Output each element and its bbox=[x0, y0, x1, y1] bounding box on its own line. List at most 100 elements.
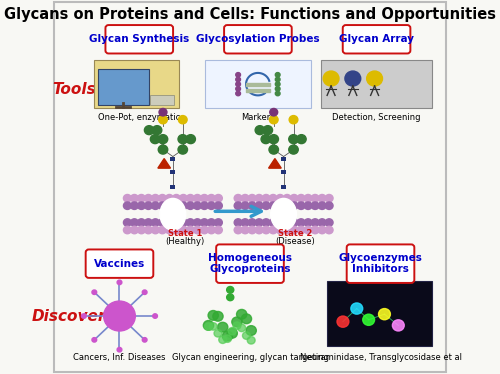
Polygon shape bbox=[268, 159, 281, 168]
Circle shape bbox=[180, 226, 188, 234]
Text: One-Pot, enzymatic: One-Pot, enzymatic bbox=[98, 113, 180, 122]
Circle shape bbox=[158, 145, 168, 154]
Circle shape bbox=[130, 194, 138, 202]
Circle shape bbox=[276, 82, 280, 86]
Circle shape bbox=[226, 294, 234, 301]
Circle shape bbox=[233, 322, 241, 329]
Circle shape bbox=[236, 82, 240, 86]
Circle shape bbox=[234, 194, 242, 202]
Circle shape bbox=[392, 320, 404, 331]
Circle shape bbox=[204, 323, 212, 330]
FancyBboxPatch shape bbox=[216, 245, 284, 283]
Circle shape bbox=[238, 324, 246, 332]
Circle shape bbox=[261, 135, 270, 144]
Circle shape bbox=[186, 135, 196, 144]
Circle shape bbox=[227, 328, 237, 338]
Circle shape bbox=[218, 322, 228, 332]
Circle shape bbox=[247, 337, 255, 344]
Circle shape bbox=[117, 280, 122, 285]
Circle shape bbox=[325, 226, 333, 234]
Circle shape bbox=[226, 286, 234, 293]
Polygon shape bbox=[158, 159, 170, 168]
Circle shape bbox=[255, 194, 263, 202]
Circle shape bbox=[318, 226, 326, 234]
Circle shape bbox=[152, 202, 160, 209]
Circle shape bbox=[304, 226, 312, 234]
Circle shape bbox=[290, 226, 298, 234]
Text: Tools: Tools bbox=[52, 82, 96, 97]
Circle shape bbox=[311, 226, 319, 234]
Circle shape bbox=[144, 126, 154, 135]
Circle shape bbox=[248, 202, 256, 209]
Circle shape bbox=[248, 226, 256, 234]
Circle shape bbox=[262, 202, 270, 209]
Circle shape bbox=[224, 335, 232, 342]
FancyBboxPatch shape bbox=[281, 157, 286, 162]
Circle shape bbox=[219, 336, 226, 343]
Circle shape bbox=[297, 219, 305, 226]
Circle shape bbox=[255, 202, 263, 209]
Circle shape bbox=[325, 194, 333, 202]
Circle shape bbox=[142, 338, 147, 342]
Circle shape bbox=[208, 202, 216, 209]
Circle shape bbox=[92, 338, 96, 342]
Circle shape bbox=[236, 73, 240, 77]
Circle shape bbox=[214, 194, 222, 202]
Text: State 1: State 1 bbox=[168, 229, 202, 237]
Circle shape bbox=[186, 194, 194, 202]
Circle shape bbox=[362, 314, 374, 325]
Circle shape bbox=[82, 314, 86, 318]
Text: Vaccines: Vaccines bbox=[94, 259, 145, 269]
Circle shape bbox=[158, 135, 168, 144]
Circle shape bbox=[269, 226, 277, 234]
FancyBboxPatch shape bbox=[342, 25, 410, 53]
Circle shape bbox=[270, 116, 278, 124]
Circle shape bbox=[236, 309, 247, 319]
Circle shape bbox=[241, 202, 249, 209]
Circle shape bbox=[208, 219, 216, 226]
Circle shape bbox=[241, 194, 249, 202]
Circle shape bbox=[366, 71, 382, 86]
Circle shape bbox=[276, 202, 284, 209]
Text: Markers: Markers bbox=[241, 113, 274, 122]
Circle shape bbox=[276, 91, 280, 96]
Circle shape bbox=[172, 202, 180, 209]
Circle shape bbox=[276, 219, 284, 226]
Circle shape bbox=[297, 202, 305, 209]
Circle shape bbox=[158, 202, 166, 209]
Circle shape bbox=[241, 226, 249, 234]
Circle shape bbox=[289, 135, 298, 144]
Circle shape bbox=[194, 194, 202, 202]
Circle shape bbox=[144, 219, 152, 226]
FancyBboxPatch shape bbox=[98, 69, 149, 105]
Circle shape bbox=[200, 202, 208, 209]
Circle shape bbox=[304, 219, 312, 226]
Circle shape bbox=[323, 71, 339, 86]
Circle shape bbox=[124, 194, 132, 202]
Circle shape bbox=[130, 226, 138, 234]
Circle shape bbox=[242, 314, 252, 324]
FancyBboxPatch shape bbox=[346, 245, 414, 283]
Ellipse shape bbox=[271, 198, 296, 230]
Circle shape bbox=[92, 290, 96, 294]
Text: Glycosylation Probes: Glycosylation Probes bbox=[196, 34, 320, 44]
Circle shape bbox=[276, 194, 284, 202]
FancyBboxPatch shape bbox=[204, 60, 312, 108]
Circle shape bbox=[234, 202, 242, 209]
Circle shape bbox=[104, 301, 136, 331]
Circle shape bbox=[194, 202, 202, 209]
Text: Detection, Screening: Detection, Screening bbox=[332, 113, 421, 122]
Text: Glycan Array: Glycan Array bbox=[339, 34, 414, 44]
Circle shape bbox=[214, 226, 222, 234]
Circle shape bbox=[270, 108, 278, 116]
Circle shape bbox=[214, 329, 222, 337]
Circle shape bbox=[186, 226, 194, 234]
Circle shape bbox=[159, 108, 167, 116]
Circle shape bbox=[144, 226, 152, 234]
Circle shape bbox=[290, 202, 298, 209]
Circle shape bbox=[210, 323, 217, 330]
Circle shape bbox=[304, 194, 312, 202]
Circle shape bbox=[200, 219, 208, 226]
FancyBboxPatch shape bbox=[327, 280, 432, 346]
Circle shape bbox=[178, 116, 187, 124]
